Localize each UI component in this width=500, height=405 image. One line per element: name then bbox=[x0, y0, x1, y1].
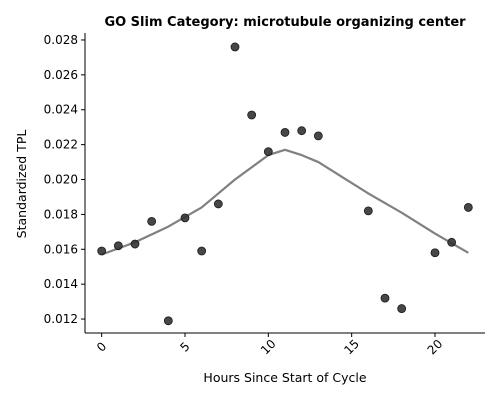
axes: 0 5 10 15 20 0.012 0.014 0.016 0.018 0.020 0.022 0.… bbox=[44, 33, 485, 357]
data-point bbox=[363, 206, 373, 216]
y-tick-label: 0.018 bbox=[44, 207, 78, 221]
y-axis-label: Standardized TPL bbox=[14, 130, 29, 239]
x-tick-label: 5 bbox=[177, 339, 192, 354]
plot-area bbox=[97, 42, 473, 326]
y-tick-label: 0.020 bbox=[44, 173, 78, 187]
trend-line bbox=[101, 148, 469, 256]
y-tick-label: 0.016 bbox=[44, 242, 78, 256]
data-point bbox=[163, 316, 173, 326]
y-tick-label: 0.022 bbox=[44, 138, 78, 152]
data-point bbox=[397, 304, 407, 313]
data-point bbox=[247, 110, 257, 120]
data-point bbox=[463, 203, 473, 212]
data-point bbox=[147, 216, 157, 226]
data-point bbox=[97, 246, 107, 256]
y-tick-label: 0.024 bbox=[44, 103, 78, 117]
y-tick-label: 0.014 bbox=[44, 277, 78, 291]
data-point bbox=[180, 213, 190, 223]
data-point bbox=[313, 131, 323, 141]
data-point bbox=[197, 246, 207, 256]
data-point bbox=[297, 126, 307, 136]
data-point bbox=[113, 241, 123, 251]
data-point bbox=[230, 42, 240, 52]
data-point bbox=[380, 293, 390, 303]
y-tick-label: 0.028 bbox=[44, 33, 78, 47]
data-point bbox=[263, 147, 273, 157]
data-point bbox=[213, 199, 223, 209]
chart-title: GO Slim Category: microtubule organizing… bbox=[104, 15, 466, 30]
y-tick-label: 0.026 bbox=[44, 68, 78, 82]
x-tick-label: 20 bbox=[425, 337, 446, 358]
x-tick-label: 0 bbox=[94, 339, 109, 354]
x-tick-label: 15 bbox=[341, 337, 362, 358]
y-tick-label: 0.012 bbox=[44, 312, 78, 326]
x-tick-label: 10 bbox=[258, 337, 279, 358]
data-point bbox=[430, 248, 440, 258]
data-point bbox=[280, 128, 290, 137]
data-point bbox=[447, 237, 457, 247]
data-point bbox=[130, 239, 140, 249]
x-axis-label: Hours Since Start of Cycle bbox=[203, 370, 366, 385]
